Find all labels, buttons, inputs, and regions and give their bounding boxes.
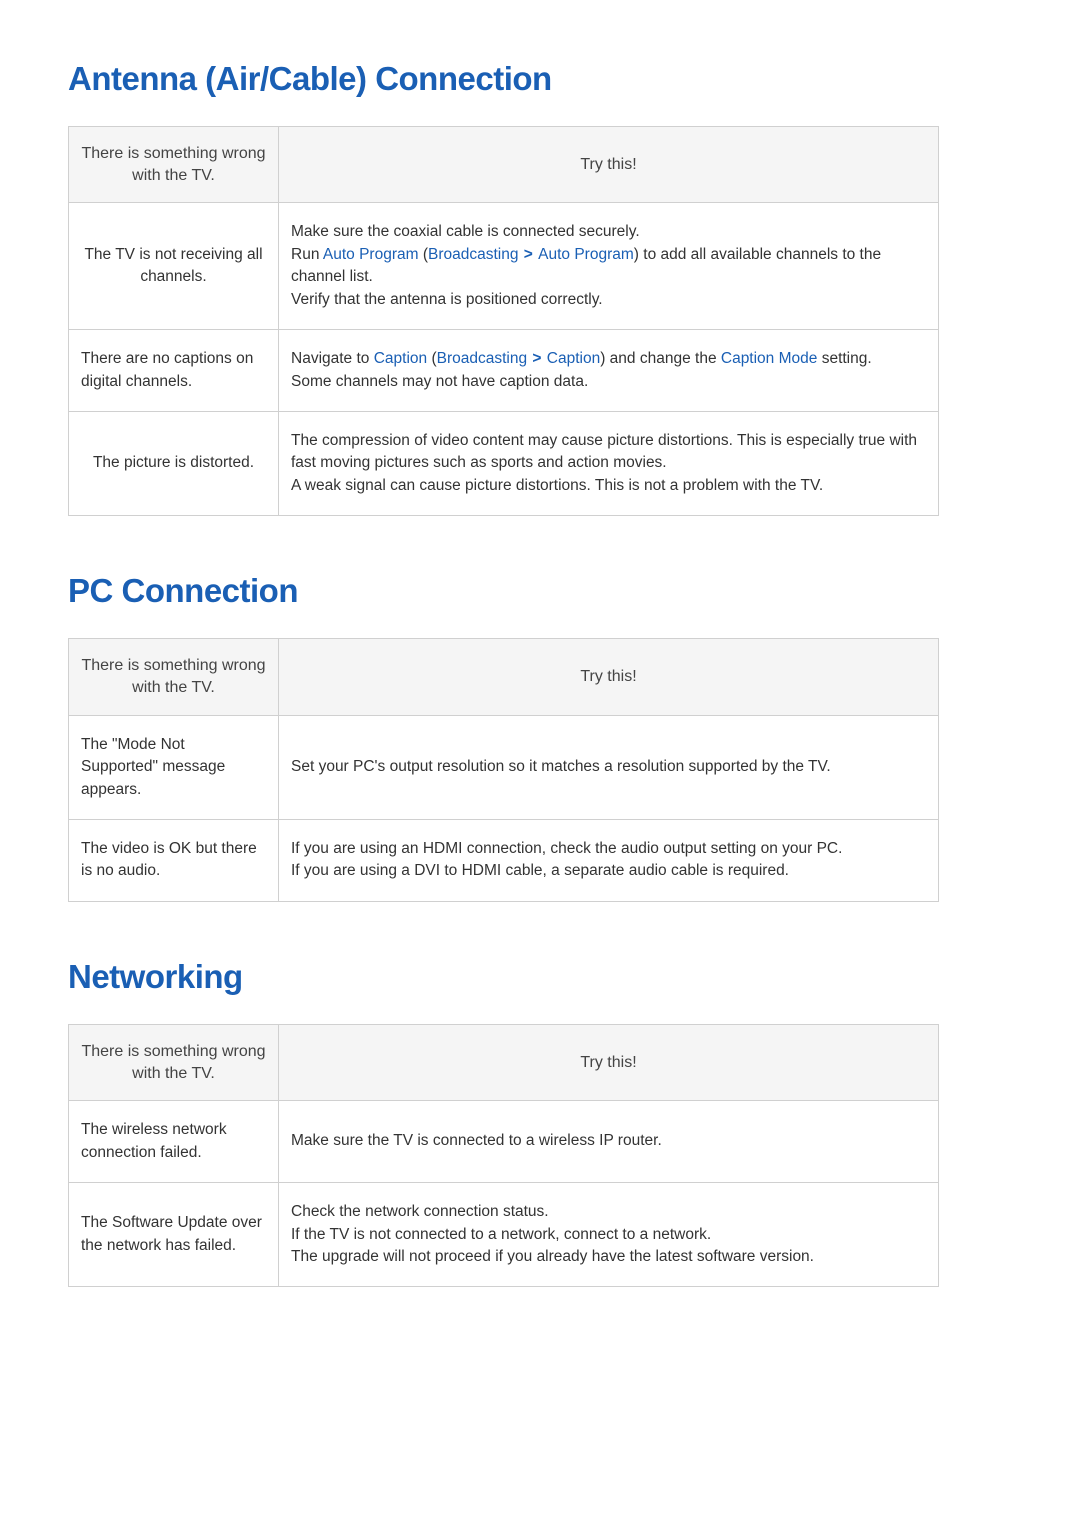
problem-cell: The Software Update over the network has… — [69, 1183, 279, 1287]
header-solution: Try this! — [279, 639, 939, 715]
header-solution: Try this! — [279, 127, 939, 203]
header-solution: Try this! — [279, 1024, 939, 1100]
section-title: Antenna (Air/Cable) Connection — [68, 60, 1020, 98]
troubleshoot-table: There is something wrong with the TV.Try… — [68, 1024, 939, 1288]
header-problem: There is something wrong with the TV. — [69, 1024, 279, 1100]
solution-cell: The compression of video content may cau… — [279, 412, 939, 516]
table-row: The "Mode Not Supported" message appears… — [69, 715, 939, 819]
menu-path-highlight: Auto Program — [538, 246, 634, 263]
section: PC Connection There is something wrong wi… — [68, 572, 1020, 902]
troubleshoot-table: There is something wrong with the TV.Try… — [68, 126, 939, 516]
menu-path-highlight: Broadcasting — [437, 350, 527, 367]
table-row: The wireless network connection failed.M… — [69, 1101, 939, 1183]
header-problem: There is something wrong with the TV. — [69, 127, 279, 203]
section-title: PC Connection — [68, 572, 1020, 610]
solution-cell: Navigate to Caption (Broadcasting > Capt… — [279, 330, 939, 412]
table-row: The video is OK but there is no audio.If… — [69, 820, 939, 902]
solution-cell: Set your PC's output resolution so it ma… — [279, 715, 939, 819]
document-root: Antenna (Air/Cable) Connection There is s… — [68, 60, 1020, 1287]
troubleshoot-table: There is something wrong with the TV.Try… — [68, 638, 939, 902]
problem-cell: The wireless network connection failed. — [69, 1101, 279, 1183]
problem-cell: The video is OK but there is no audio. — [69, 820, 279, 902]
table-row: The TV is not receiving all channels.Mak… — [69, 203, 939, 330]
section: Antenna (Air/Cable) Connection There is s… — [68, 60, 1020, 516]
solution-cell: Make sure the coaxial cable is connected… — [279, 203, 939, 330]
menu-path-highlight: Auto Program — [323, 246, 419, 263]
section-title: Networking — [68, 958, 1020, 996]
menu-path-highlight: Caption — [547, 350, 600, 367]
problem-cell: The "Mode Not Supported" message appears… — [69, 715, 279, 819]
chevron-right-icon: > — [518, 246, 538, 263]
table-row: There are no captions on digital channel… — [69, 330, 939, 412]
solution-cell: If you are using an HDMI connection, che… — [279, 820, 939, 902]
section: Networking There is something wrong with … — [68, 958, 1020, 1288]
table-row: The picture is distorted.The compression… — [69, 412, 939, 516]
solution-cell: Make sure the TV is connected to a wirel… — [279, 1101, 939, 1183]
header-problem: There is something wrong with the TV. — [69, 639, 279, 715]
menu-path-highlight: Caption Mode — [721, 350, 818, 367]
table-row: The Software Update over the network has… — [69, 1183, 939, 1287]
menu-path-highlight: Broadcasting — [428, 246, 518, 263]
problem-cell: There are no captions on digital channel… — [69, 330, 279, 412]
menu-path-highlight: Caption — [374, 350, 427, 367]
problem-cell: The TV is not receiving all channels. — [69, 203, 279, 330]
chevron-right-icon: > — [527, 350, 547, 367]
solution-cell: Check the network connection status.If t… — [279, 1183, 939, 1287]
problem-cell: The picture is distorted. — [69, 412, 279, 516]
